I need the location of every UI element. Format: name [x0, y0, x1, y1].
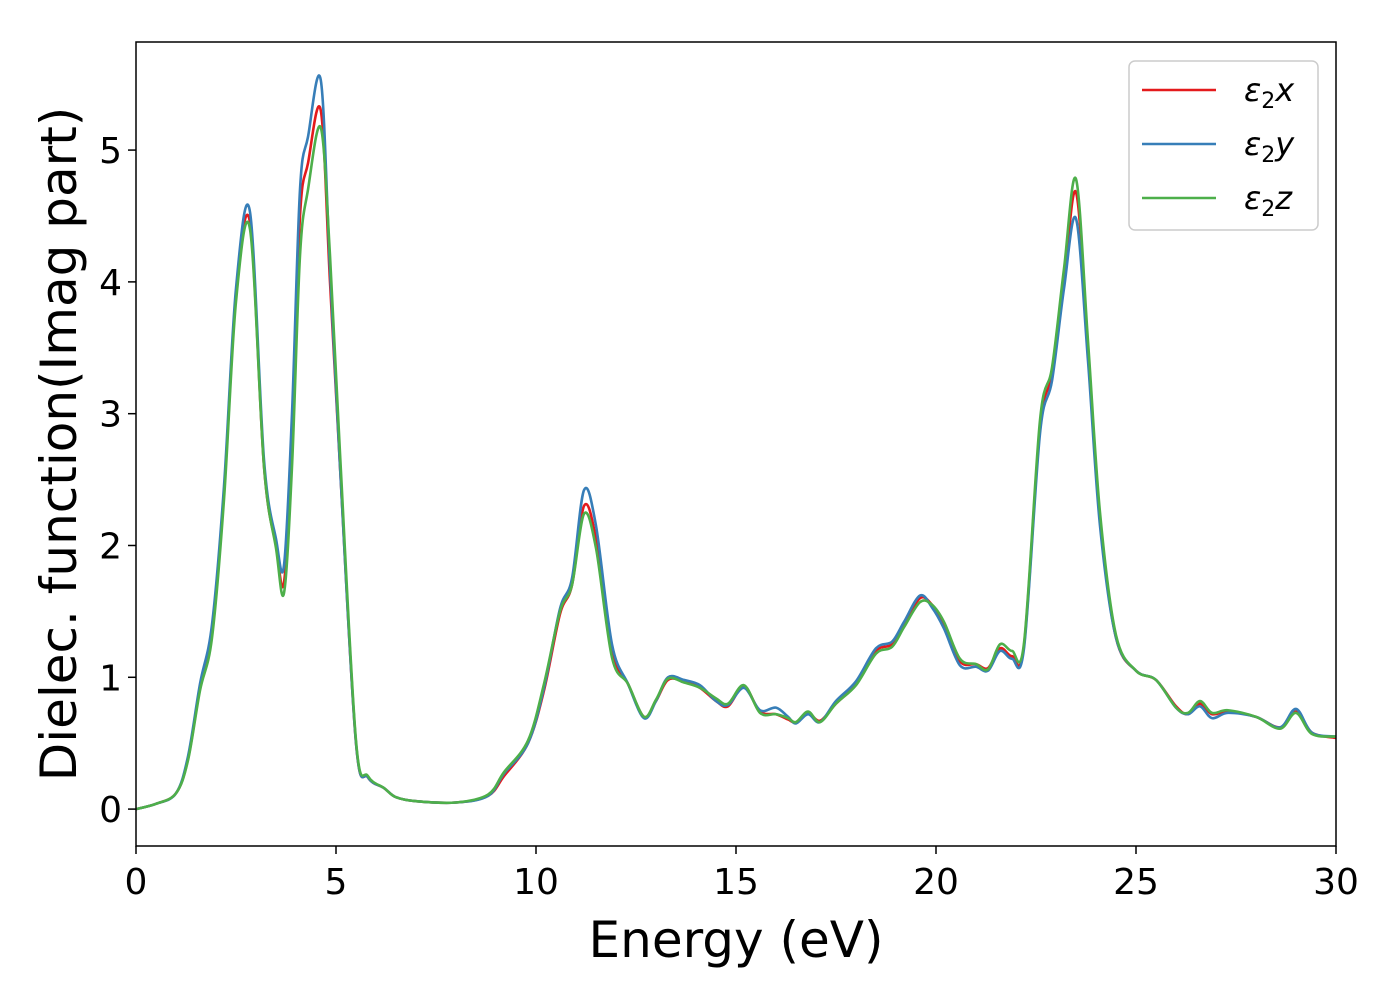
- legend-label-z: ε2z: [1244, 179, 1293, 222]
- y-tick-label: 3: [99, 395, 122, 436]
- x-tick-label: 10: [513, 862, 559, 903]
- x-tick-label: 30: [1313, 862, 1359, 903]
- x-axis-label: Energy (eV): [589, 911, 884, 969]
- y-tick-label: 2: [99, 526, 122, 567]
- x-tick-label: 25: [1113, 862, 1159, 903]
- y-tick-label: 5: [99, 131, 122, 172]
- y-axis-ticks: 0 1 2 3 4 5: [99, 131, 136, 831]
- x-tick-label: 15: [713, 862, 759, 903]
- legend-label-x: ε2x: [1244, 71, 1295, 114]
- series-line-y: [136, 74, 1336, 811]
- x-axis-ticks: 0 5 10 15 20 25 30: [125, 846, 1359, 903]
- series-layer: [136, 74, 1336, 811]
- x-tick-label: 20: [913, 862, 959, 903]
- y-tick-label: 4: [99, 263, 122, 304]
- legend-label-y: ε2y: [1244, 125, 1295, 168]
- legend-box: [1128, 60, 1319, 231]
- x-tick-label: 0: [125, 862, 148, 903]
- legend: ε2x ε2y ε2z: [1128, 60, 1319, 231]
- y-tick-label: 1: [99, 658, 122, 699]
- y-axis-label: Dielec. function(Imag part): [30, 107, 88, 782]
- x-tick-label: 5: [325, 862, 348, 903]
- series-line-z: [136, 124, 1336, 811]
- y-tick-label: 0: [99, 790, 122, 831]
